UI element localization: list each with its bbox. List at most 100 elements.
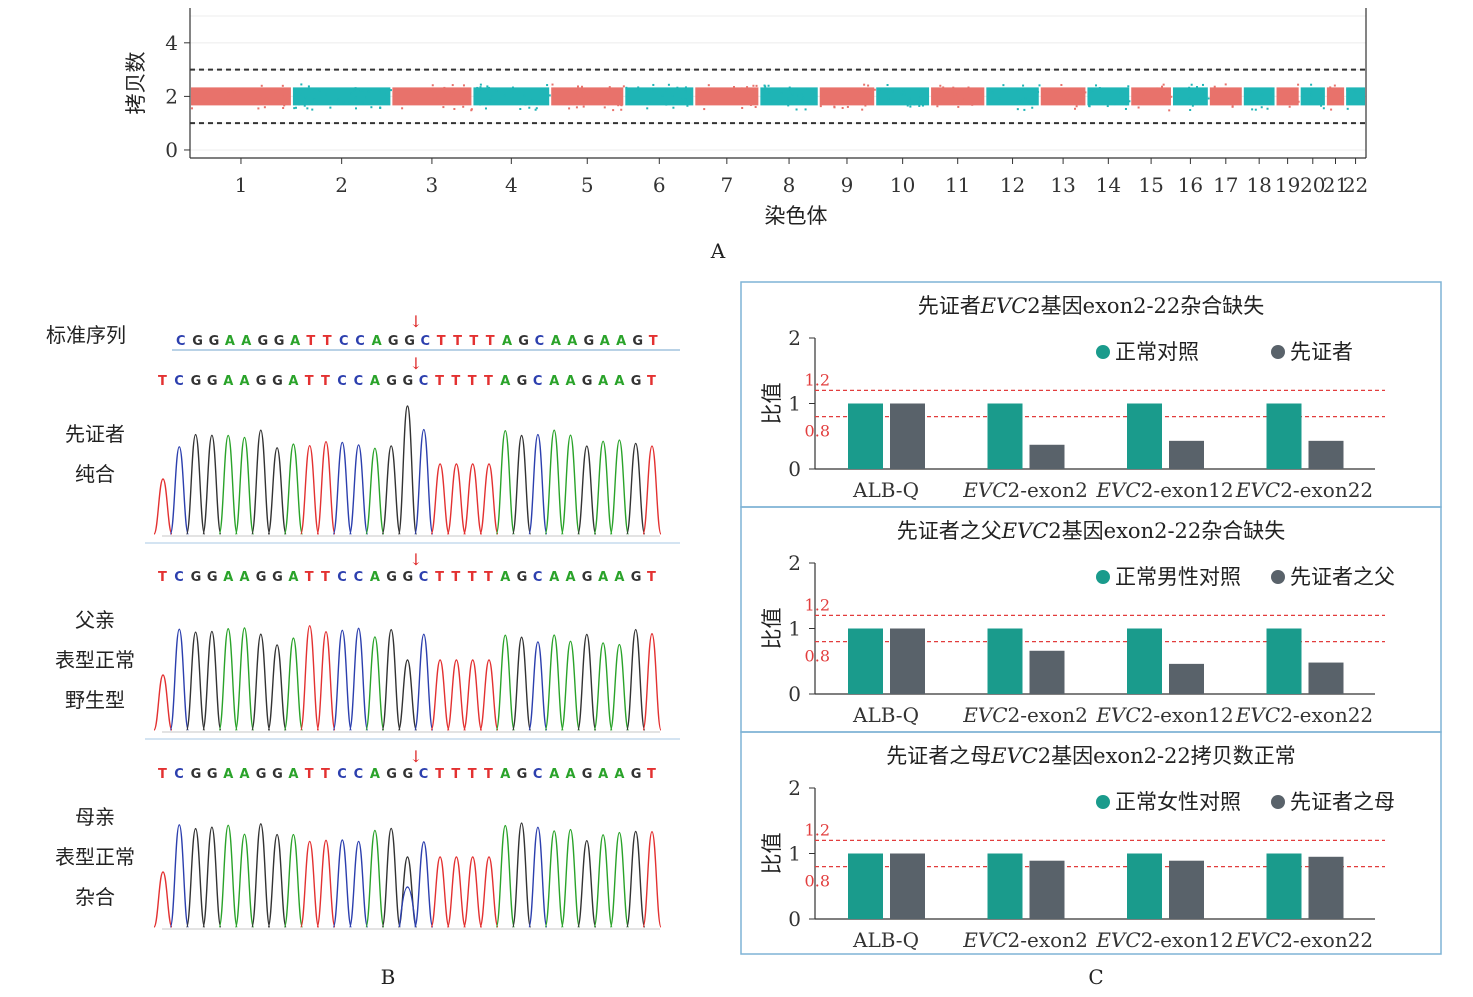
segment-band	[1243, 87, 1275, 106]
data-point	[867, 101, 870, 104]
data-point	[804, 108, 807, 111]
base-T: T	[305, 374, 314, 389]
base-T: T	[484, 374, 493, 389]
bar-control	[987, 853, 1023, 919]
data-point	[684, 98, 687, 101]
base-G: G	[272, 374, 283, 389]
data-point	[1054, 90, 1057, 93]
chromosome-segment-3	[392, 84, 473, 112]
data-point	[608, 86, 611, 89]
data-point	[568, 107, 571, 110]
bar-chart-box: 先证者之母EVC2基因exon2-22拷贝数正常012比值1.20.8ALB-Q…	[740, 731, 1442, 955]
data-point	[1158, 94, 1161, 97]
legend-marker	[1096, 345, 1110, 359]
data-point	[1310, 83, 1313, 86]
data-point	[1170, 95, 1173, 98]
x-tick-label-14: 14	[1096, 173, 1121, 197]
peak-A	[495, 824, 515, 928]
data-point	[1142, 93, 1145, 96]
category-gene: EVC	[962, 928, 1007, 952]
base-A: A	[566, 767, 576, 782]
sample-label: 父亲	[75, 608, 115, 632]
base-C: C	[421, 334, 431, 349]
data-point	[223, 102, 226, 105]
data-point	[546, 84, 549, 87]
peak-G	[185, 827, 206, 928]
base-T: T	[484, 570, 493, 585]
title-part: 先证者	[918, 294, 981, 318]
peak-C	[332, 629, 352, 731]
base-T: T	[158, 374, 167, 389]
peak-A	[234, 833, 255, 928]
data-point	[703, 108, 706, 111]
data-point	[470, 109, 473, 112]
data-point	[1161, 100, 1164, 103]
base-G: G	[584, 334, 595, 349]
data-point	[913, 103, 916, 106]
data-point	[427, 87, 430, 90]
peak-G	[511, 636, 532, 731]
data-point	[266, 97, 269, 100]
data-point	[1128, 100, 1131, 103]
bar-control	[987, 628, 1023, 694]
data-point	[652, 83, 655, 86]
data-point	[255, 98, 258, 101]
panel-label-c: C	[1088, 965, 1103, 989]
data-point	[233, 91, 236, 94]
data-point	[1353, 88, 1356, 91]
data-point	[479, 86, 482, 89]
bar-sample	[1029, 444, 1065, 469]
data-point	[283, 104, 286, 107]
legend-label: 正常男性对照	[1115, 565, 1241, 589]
data-point	[503, 94, 506, 97]
category-part: 2-exon12	[1141, 478, 1234, 502]
data-point	[1044, 91, 1047, 94]
data-point	[1331, 100, 1334, 103]
peak-G	[511, 822, 532, 928]
data-point	[652, 88, 655, 91]
data-point	[1161, 85, 1164, 88]
chromosome-segment-13	[1040, 83, 1087, 110]
data-point	[442, 106, 445, 109]
base-A: A	[288, 374, 298, 389]
data-point	[1211, 96, 1214, 99]
x-tick-label: ALB-Q	[852, 928, 919, 952]
data-point	[1037, 90, 1040, 93]
data-point	[531, 99, 534, 102]
sanger-sequencing-panel: 标准序列 C G G A A G G A T T C C A G G C T T T T A G C A A G A A G T↓↓T C G G…	[46, 312, 680, 989]
data-point	[886, 84, 889, 87]
legend-marker	[1271, 795, 1285, 809]
data-point	[791, 93, 794, 96]
data-point	[259, 99, 262, 102]
peak-C	[169, 446, 189, 535]
data-point	[1016, 108, 1019, 111]
base-T: T	[305, 767, 314, 782]
base-A: A	[241, 334, 251, 349]
x-tick-label-9: 9	[841, 173, 854, 197]
base-C: C	[174, 767, 184, 782]
segment-band	[1087, 87, 1130, 106]
base-A: A	[616, 334, 626, 349]
data-point	[1188, 97, 1191, 100]
peak-T	[316, 839, 336, 928]
chromosome-segment-16	[1172, 83, 1210, 112]
bar-sample	[1029, 860, 1065, 919]
panel-label-a: A	[710, 239, 726, 263]
data-point	[1349, 94, 1352, 97]
data-point	[511, 86, 514, 89]
data-point	[367, 90, 370, 93]
chromosome-segment-7	[695, 84, 759, 111]
data-point	[1309, 101, 1312, 104]
data-point	[1327, 94, 1330, 97]
peak-A	[544, 429, 564, 535]
base-C: C	[337, 570, 347, 585]
base-T: T	[158, 767, 167, 782]
data-point	[1231, 105, 1234, 108]
peak-T	[430, 856, 450, 928]
y-tick-label: 2	[165, 84, 178, 108]
segment-band	[1326, 87, 1345, 106]
data-point	[430, 88, 433, 91]
peak-A	[365, 447, 385, 535]
